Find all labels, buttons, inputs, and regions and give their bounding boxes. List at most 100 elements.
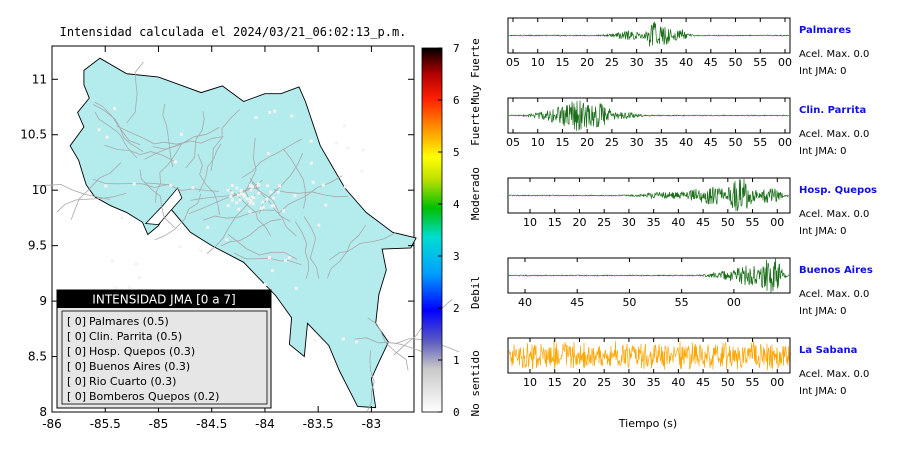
waveform-x-tick-label: 40	[671, 216, 685, 229]
road	[303, 216, 320, 279]
road	[328, 231, 397, 261]
station-dot	[266, 152, 270, 155]
station-dot	[249, 199, 253, 202]
road	[56, 192, 127, 213]
legend-list-box	[61, 310, 268, 405]
station-dot	[248, 210, 252, 214]
colorbar-tick-label: 7	[453, 42, 460, 55]
station-jma: Int JMA: 0	[799, 386, 847, 397]
station-dot	[254, 116, 258, 119]
station-dot	[180, 132, 183, 136]
costa-rica-land	[69, 57, 417, 409]
road	[203, 209, 275, 221]
station-dot	[313, 339, 317, 343]
station-jma: Int JMA: 0	[799, 66, 847, 77]
waveform-x-tick-label: 40	[679, 136, 693, 149]
station-dot	[199, 249, 203, 253]
road	[139, 169, 175, 228]
station-jma: Int JMA: 0	[799, 306, 847, 317]
legend-station: Buenos Aires (0.3)	[89, 360, 190, 373]
waveform-x-tick-label: 25	[597, 376, 611, 389]
station-dot	[113, 107, 117, 111]
road	[294, 221, 309, 279]
waveform-x-tick-label: 05	[506, 56, 520, 69]
station-dot	[237, 207, 241, 211]
legend-code: [ 0]	[67, 345, 86, 358]
station-dot	[256, 183, 260, 187]
station-dot	[335, 141, 338, 145]
station-dot	[278, 184, 281, 188]
waveform-panel: 05 10 15 20 25 30 35 40 45 50 55 00 Palmares Acel. Ma…	[506, 17, 869, 77]
map-panel: -86 -85.5 -85 -84.5 -84 -83.5 -83 1110.5109.59…	[20, 45, 460, 431]
station-dot	[294, 286, 298, 290]
station-dot	[248, 201, 252, 205]
x-tick-label: -83	[362, 417, 382, 431]
waveform-x-tick-label: 55	[753, 136, 767, 149]
y-tick-label: 10.5	[20, 128, 47, 142]
waveform-x-tick-label: 55	[675, 296, 689, 309]
waveform-x-tick-label: 15	[548, 376, 562, 389]
station-dot	[251, 202, 255, 206]
waveform-x-tick-label: 45	[696, 376, 710, 389]
station-dot	[132, 182, 136, 186]
waveform-x-tick-label: 25	[605, 56, 619, 69]
station-dot	[269, 190, 273, 194]
waveform-x-tick-label: 50	[721, 376, 735, 389]
x-tick-label: -84.5	[196, 417, 227, 431]
station-dot	[239, 188, 243, 192]
waveform-x-tick-label: 55	[746, 376, 760, 389]
station-dot	[257, 191, 261, 195]
waveform-x-tick-label: 30	[630, 136, 644, 149]
station-dot	[230, 184, 234, 187]
road	[206, 194, 256, 255]
road	[282, 148, 306, 209]
station-dot	[272, 204, 276, 208]
x-tick-label: -86	[42, 417, 62, 431]
station-dot	[268, 256, 271, 259]
station-dot	[238, 198, 242, 202]
legend-title-bar	[57, 290, 271, 308]
station-dot	[324, 203, 328, 207]
station-dot	[191, 185, 195, 189]
waveform-x-tick-label: 50	[721, 216, 735, 229]
waveform-trace	[508, 258, 790, 293]
road	[155, 143, 182, 203]
waveform-x-tick-label: 35	[654, 136, 668, 149]
station-dot	[309, 139, 313, 143]
waveform-x-tick-label: 10	[523, 376, 537, 389]
station-dot	[225, 238, 229, 242]
station-dot	[235, 201, 239, 205]
road	[162, 103, 174, 168]
legend-station: Hosp. Quepos (0.3)	[89, 345, 195, 358]
waveform-x-tick-label: 55	[746, 216, 760, 229]
waveform-x-tick-label: 30	[622, 376, 636, 389]
map-y-ticks: 11 10.5 10 9.5 9 8.5 8	[20, 72, 414, 419]
station-dot	[293, 194, 297, 198]
y-tick-label: 9.5	[28, 239, 47, 253]
colorbar-tick-label: 5	[453, 146, 460, 159]
road	[154, 193, 202, 241]
road	[94, 101, 141, 146]
legend-code: [ 0]	[67, 315, 86, 328]
station-dot	[287, 256, 291, 260]
station-dot	[226, 188, 230, 192]
waveform-x-tick-label: 10	[523, 216, 537, 229]
station-accel: Acel. Max. 0.0	[799, 49, 869, 60]
road	[143, 182, 219, 192]
road	[152, 136, 224, 150]
station-dot	[247, 197, 251, 201]
land-polygon	[69, 57, 417, 409]
station-dot	[236, 193, 240, 197]
colorbar-category-label: No sentido	[469, 350, 482, 416]
station-dot	[250, 195, 254, 199]
waveform-x-tick-label: 00	[770, 216, 784, 229]
station-name: Buenos Aires	[799, 265, 873, 276]
legend-code: [ 0]	[67, 390, 86, 403]
station-dot	[127, 286, 131, 290]
waveform-x-tick-label: 15	[555, 136, 569, 149]
waveform-x-tick-label: 45	[696, 216, 710, 229]
road	[354, 337, 425, 353]
colorbar-labels: No sentido Debil Moderado Fuerte Muy Fuerte	[469, 38, 482, 416]
station-dot	[261, 205, 265, 209]
waveform-trace	[508, 340, 790, 371]
